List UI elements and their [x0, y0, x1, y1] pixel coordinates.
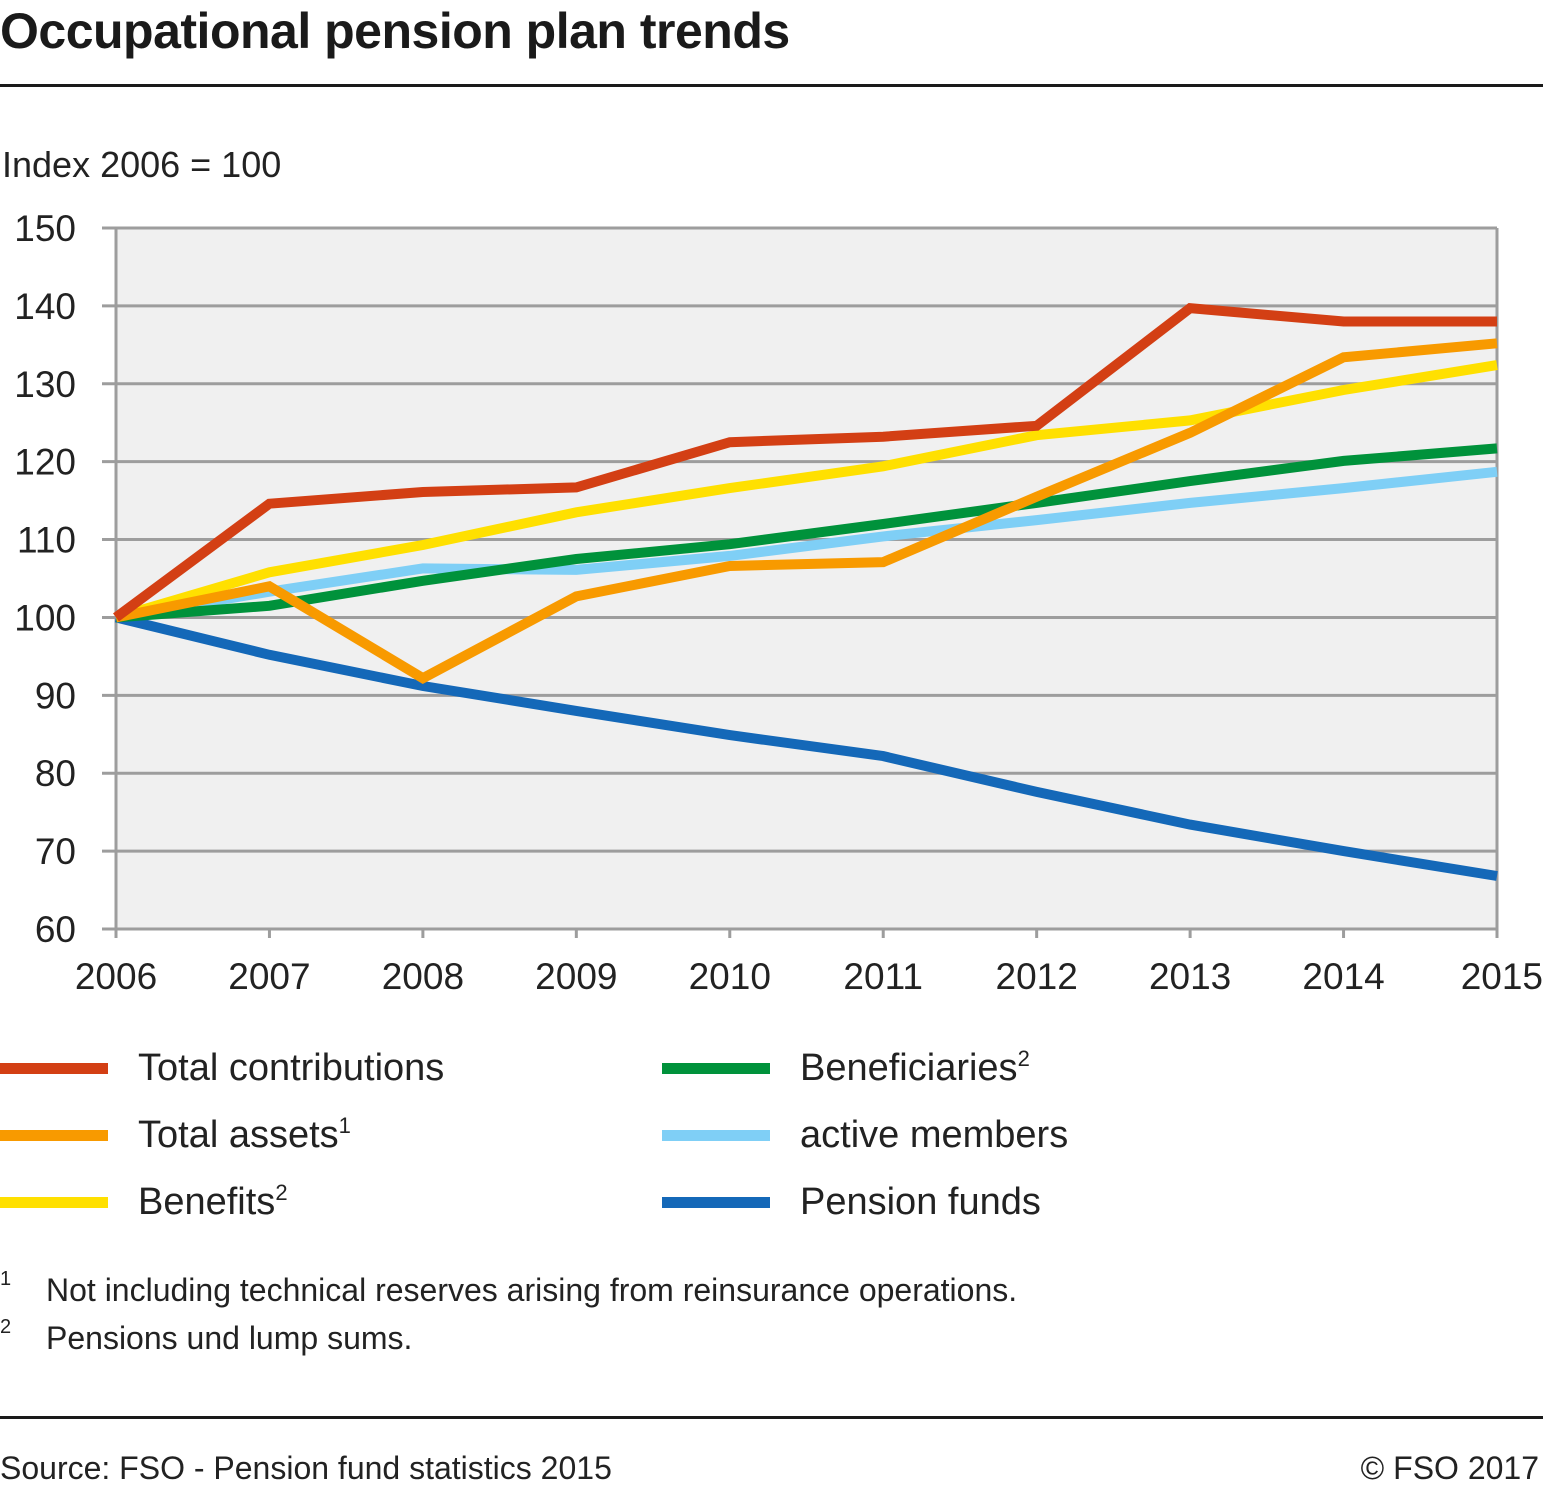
legend-swatch [0, 1062, 108, 1074]
y-axis-unit-label: Index 2006 = 100 [2, 144, 282, 185]
legend-swatch [662, 1196, 770, 1208]
y-tick-label: 110 [17, 520, 76, 561]
legend-label: Total assets [138, 1113, 339, 1156]
legend-label: Total contributions [138, 1046, 445, 1089]
series-line-beneficiaries [115, 443, 1498, 623]
source-note: Source: FSO - Pension fund statistics 20… [0, 1450, 612, 1486]
x-tick-label: 2007 [228, 956, 310, 997]
y-tick-label: 140 [14, 286, 76, 327]
y-tick-label: 60 [35, 909, 76, 950]
x-tick-label: 2008 [382, 956, 464, 997]
legend: Total contributions Total assets1 Benefi… [0, 1040, 1543, 1230]
legend-swatch [0, 1196, 108, 1208]
footer-divider [0, 1416, 1543, 1419]
chart-title: Occupational pension plan trends [0, 3, 790, 59]
legend-item-pension-funds: Pension funds [662, 1174, 1041, 1230]
x-tick-label: 2014 [1302, 956, 1384, 997]
title-divider [0, 84, 1543, 87]
legend-swatch [662, 1129, 770, 1141]
x-tick-label: 2010 [689, 956, 771, 997]
footnote-ref: 2 [1017, 1045, 1030, 1071]
series-layer [113, 303, 1498, 881]
legend-label: active members [800, 1113, 1069, 1156]
legend-item-benefits: Benefits2 [0, 1174, 288, 1230]
legend-item-total-contributions: Total contributions [0, 1040, 444, 1096]
footnote-ref: 2 [275, 1179, 288, 1205]
x-tick-label: 2011 [843, 956, 923, 997]
y-tick-label: 80 [35, 753, 76, 794]
legend-item-active-members: active members [662, 1107, 1068, 1163]
legend-label: Benefits [138, 1180, 276, 1223]
series-line-total-assets [115, 338, 1498, 684]
series-line-active-members [115, 466, 1498, 623]
series-line-total-contributions [113, 303, 1497, 622]
legend-swatch [0, 1129, 108, 1141]
footnote-ref: 1 [338, 1112, 351, 1138]
legend-item-beneficiaries: Beneficiaries2 [662, 1040, 1030, 1096]
line-chart: 60 70 80 90 100 110 120 130 140 150 2006 2007 2008 20… [14, 208, 1543, 997]
footnote-text: Not including technical reserves arising… [46, 1272, 1018, 1308]
x-tick-label: 2015 [1461, 956, 1543, 997]
x-tick-label: 2009 [535, 956, 617, 997]
x-tick-label: 2012 [996, 956, 1078, 997]
x-tick-label: 2006 [75, 956, 157, 997]
y-tick-label: 130 [14, 364, 76, 405]
y-tick-label: 90 [35, 675, 76, 716]
series-line-pension-funds [114, 612, 1498, 881]
legend-label: Beneficiaries [800, 1046, 1018, 1089]
footnote-number: 2 [0, 1316, 12, 1338]
legend-label: Pension funds [800, 1180, 1041, 1223]
legend-swatch [662, 1062, 770, 1074]
series-line-benefits [114, 360, 1498, 623]
footnote-number: 1 [0, 1268, 12, 1290]
copyright: © FSO 2017 [1360, 1450, 1539, 1486]
axis-layer: 60 70 80 90 100 110 120 130 140 150 2006 2007 2008 20… [14, 208, 1543, 997]
x-tick-label: 2013 [1149, 956, 1231, 997]
footnote-text: Pensions und lump sums. [46, 1320, 413, 1356]
y-tick-label: 120 [14, 442, 76, 483]
legend-item-total-assets: Total assets1 [0, 1107, 351, 1163]
y-tick-label: 150 [14, 208, 76, 249]
y-tick-label: 100 [14, 597, 76, 638]
y-tick-label: 70 [35, 831, 76, 872]
